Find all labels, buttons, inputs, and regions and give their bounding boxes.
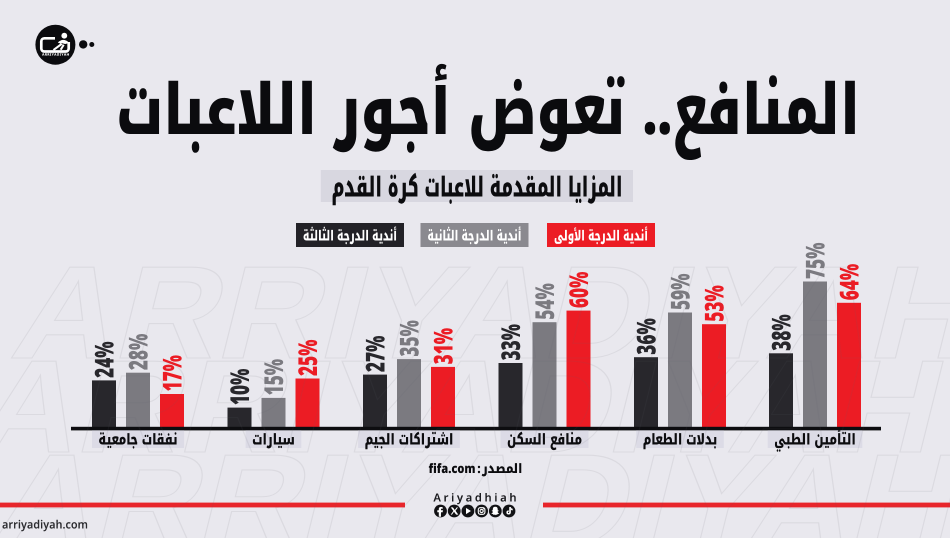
svg-text:ARRIYADIYAH: ARRIYADIYAH	[0, 428, 950, 538]
svg-text:ARRIYADIYAH: ARRIYADIYAH	[1, 240, 950, 387]
svg-text:ARRIYADIYAH: ARRIYADIYAH	[0, 334, 950, 481]
